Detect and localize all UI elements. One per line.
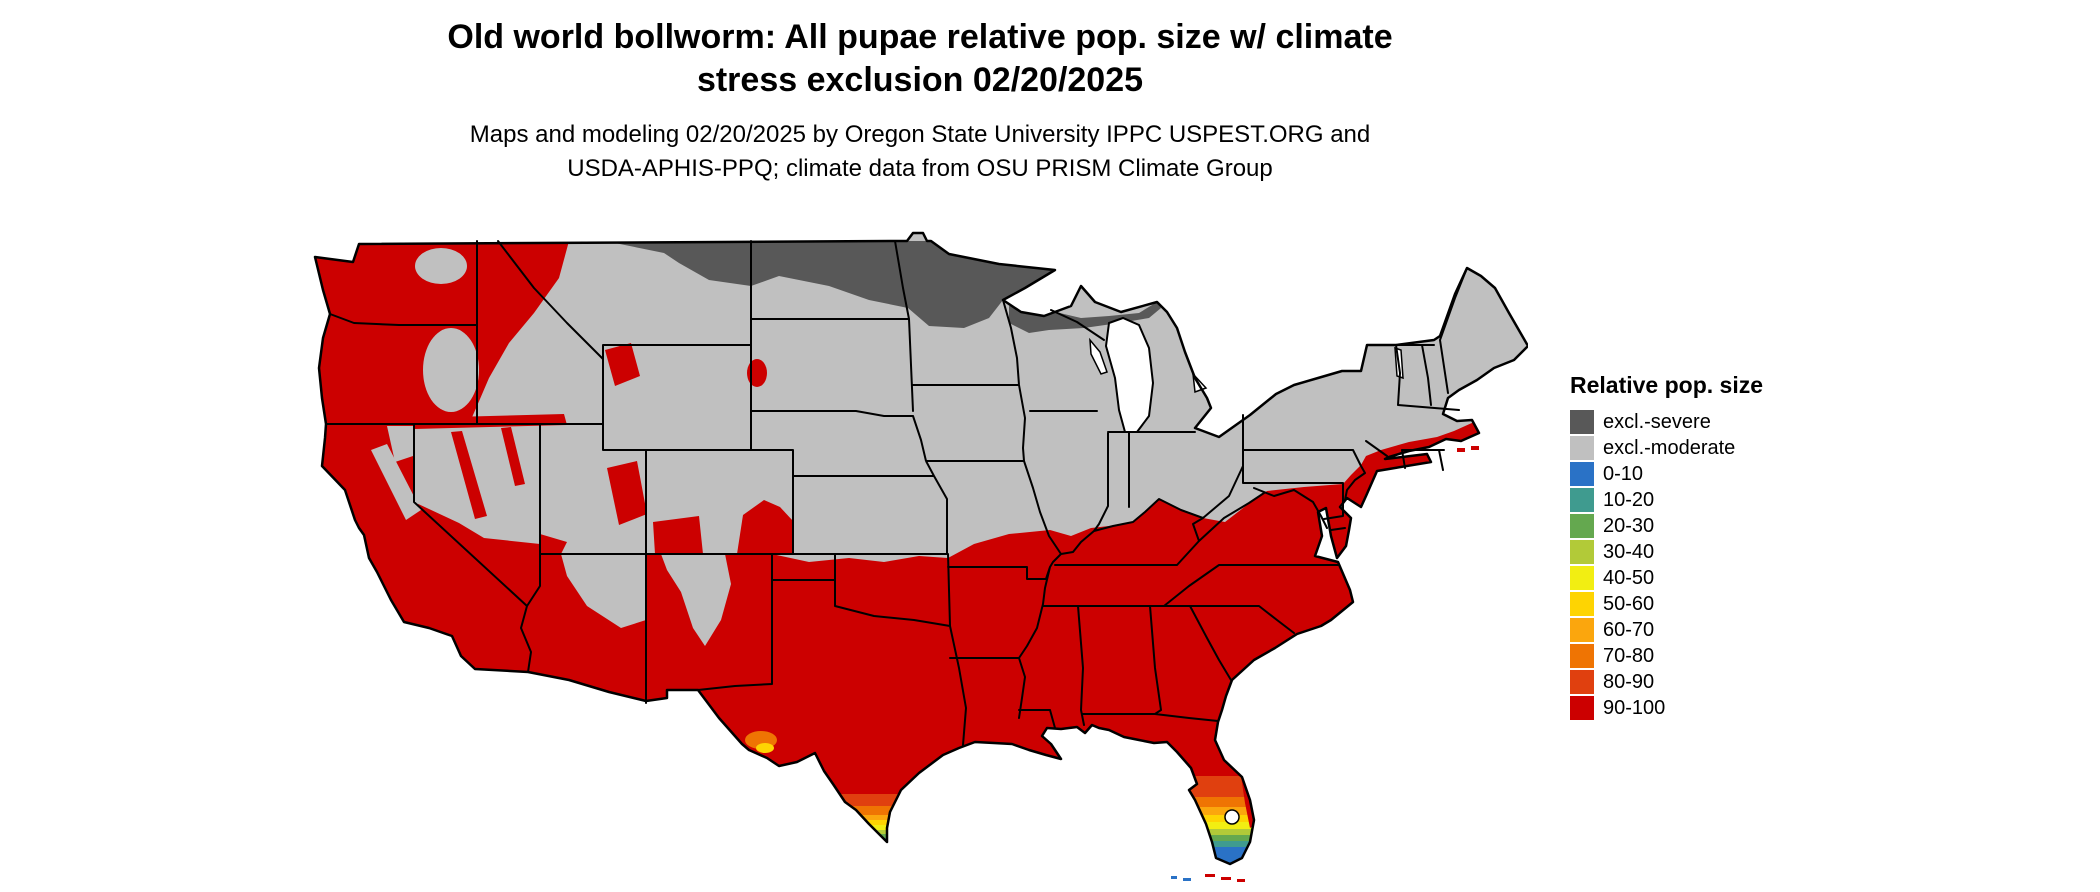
state-borders [325,240,1468,746]
rio-grande-orange-dot-2 [805,774,811,780]
texas-band-80-90 [814,794,924,806]
legend-swatch [1570,644,1594,668]
region-gray-north-new-mexico [661,554,731,646]
figure-subtitle: Maps and modeling 02/20/2025 by Oregon S… [320,118,1520,185]
region-red-sw-utah [540,534,567,554]
legend-swatch [1570,540,1594,564]
legend-item: 90-100 [1570,695,1830,721]
florida-band-10-20 [1159,841,1279,847]
figure-subtitle-line1: Maps and modeling 02/20/2025 by Oregon S… [469,121,1371,148]
region-red-west-colorado [607,461,647,525]
figure-title-line2: stress exclusion 02/20/2025 [696,60,1144,99]
legend-swatch [1570,462,1594,486]
legend-item-label: 20-30 [1603,515,1655,537]
legend-swatch [1570,488,1594,512]
green-bay [1089,337,1108,375]
legend-swatch [1570,592,1594,616]
texas-band-30-40 [814,830,924,834]
lake-okeechobee [1224,809,1240,825]
florida-band-70-80 [1159,797,1279,807]
legend-swatch [1570,696,1594,720]
legend-item-label: excl.-moderate [1603,437,1736,459]
florida-band-50-60 [1159,815,1279,822]
florida-band-40-50 [1159,822,1279,829]
island-nantucket [1471,446,1479,450]
region-excl-severe-north [605,241,1055,328]
region-red-sw-colorado [653,516,703,554]
florida-band-60-70 [1159,807,1279,815]
lake-michigan [1104,316,1155,433]
legend-item-label: 50-60 [1603,593,1655,615]
legend-swatch [1570,410,1594,434]
region-gray-east-oregon [423,328,479,412]
florida-band-80-90 [1159,776,1279,797]
legend-swatch [1570,670,1594,694]
figure-subtitle-line2: USDA-APHIS-PPQ; climate data from OSU PR… [567,154,1273,182]
offshore-islands [1171,446,1479,882]
texas-band-70-80 [814,806,924,815]
legend-item: 40-50 [1570,565,1830,591]
florida-band-20-30 [1159,835,1279,841]
legend-item: 30-40 [1570,539,1830,565]
legend-item-label: 70-80 [1603,645,1655,667]
us-outline [313,231,1530,866]
florida-key-blue-1 [1183,878,1191,881]
legend-swatch [1570,618,1594,642]
region-gray-ne-california [387,426,413,462]
legend-item: 50-60 [1570,591,1830,617]
region-red-nevada-streak-2 [501,427,525,486]
legend-item: 80-90 [1570,669,1830,695]
island-marthas-vineyard [1457,448,1465,452]
legend-item: 70-80 [1570,643,1830,669]
legend-item-label: 80-90 [1603,671,1655,693]
legend-item-label: 10-20 [1603,489,1655,511]
big-bend-yellow-patch [756,743,774,753]
region-gray-ne-washington [415,248,467,284]
figure-title: Old world bollworm: All pupae relative p… [320,16,1520,101]
legend-swatch [1570,566,1594,590]
figure-title-line1: Old world bollworm: All pupae relative p… [447,18,1393,56]
florida-key-red-2 [1221,877,1231,880]
region-excl-severe-upper-michigan [1009,302,1161,333]
legend-item-label: excl.-severe [1603,411,1711,433]
region-red-snake-plain [414,414,567,429]
texas-band-0-10 [814,842,924,849]
florida-key-red-1 [1205,874,1215,877]
legend-item: excl.-moderate [1570,435,1830,461]
region-red-nw-wyoming [605,343,640,386]
legend-swatch [1570,514,1594,538]
legend-item-label: 60-70 [1603,619,1655,641]
legend-item: 60-70 [1570,617,1830,643]
texas-band-10-20 [814,838,924,842]
legend-item-label: 30-40 [1603,541,1655,563]
region-gray-ne-arizona [561,554,646,628]
legend-item: 0-10 [1570,461,1830,487]
legend-item-label: 0-10 [1603,463,1644,485]
texas-band-60-70 [814,815,924,820]
florida-key-blue-2 [1171,876,1177,879]
legend-swatch [1570,436,1594,460]
florida-band-30-40 [1159,829,1279,835]
us-map [309,228,1530,884]
florida-key-red-3 [1237,879,1245,882]
us-map-svg [313,231,1530,882]
legend-item: excl.-severe [1570,409,1830,435]
region-red-se-colorado [737,500,793,554]
legend-title: Relative pop. size [1570,372,1764,398]
region-red-nevada-streak-1 [451,431,487,519]
legend-item-label: 90-100 [1603,697,1666,719]
choropleth-fill-layer [315,233,1528,864]
legend: Relative pop. size excl.-severe excl.-mod… [1570,372,1830,721]
region-gray-sierra [371,444,421,520]
legend-items: excl.-severe excl.-moderate 0-10 10-20 20-30… [1570,409,1830,721]
texas-band-20-30 [814,834,924,838]
legend-item-label: 40-50 [1603,567,1655,589]
legend-item: 20-30 [1570,513,1830,539]
legend-item: 10-20 [1570,487,1830,513]
